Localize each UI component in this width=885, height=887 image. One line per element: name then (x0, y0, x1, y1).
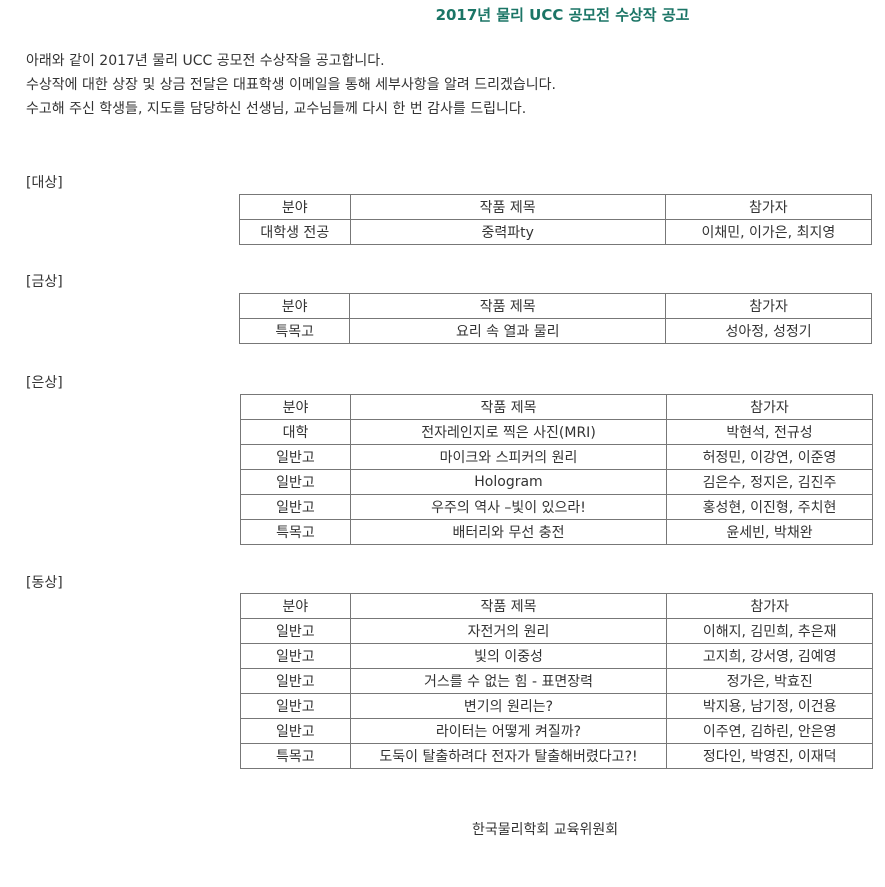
participants-cell: 홍성현, 이진형, 주치현 (666, 494, 873, 520)
intro-line: 아래와 같이 2017년 물리 UCC 공모전 수상작을 공고합니다. (26, 53, 385, 69)
column-header: 작품 제목 (349, 293, 667, 319)
field-cell: 일반고 (240, 618, 351, 644)
footer-signature: 한국물리학회 교육위원회 (472, 822, 619, 838)
field-cell: 일반고 (240, 469, 351, 495)
table-row: 일반고 변기의 원리는? 박지용, 남기정, 이건용 (240, 693, 873, 719)
page-title: 2017년 물리 UCC 공모전 수상작 공고 (435, 6, 690, 24)
intro-text: 아래와 같이 2017년 물리 UCC 공모전 수상작을 공고합니다. 수상작에… (26, 49, 556, 121)
title-cell: 자전거의 원리 (349, 618, 668, 644)
column-header: 참가자 (665, 293, 872, 319)
silver-prize-table: 분야 작품 제목 참가자 대학 전자레인지로 찍은 사진(MRI) 박현석, 전규성 일반고… (240, 394, 873, 545)
title-cell: 빛의 이중성 (349, 643, 668, 669)
column-header: 분야 (238, 293, 351, 319)
field-cell: 일반고 (240, 643, 351, 669)
table-row: 대학생 전공 중력파ty 이채민, 이가은, 최지영 (239, 219, 873, 245)
field-cell: 일반고 (240, 718, 351, 744)
title-cell: 요리 속 열과 물리 (349, 318, 667, 344)
table-row: 일반고 거스를 수 없는 힘 - 표면장력 정가은, 박효진 (240, 668, 873, 694)
intro-line: 수상작에 대한 상장 및 상금 전달은 대표학생 이메일을 통해 세부사항을 알… (26, 77, 556, 93)
grand-prize-label: [대상] (26, 175, 63, 191)
title-cell: 우주의 역사 –빛이 있으라! (350, 494, 667, 520)
silver-prize-label: [은상] (26, 375, 63, 391)
table-row: 일반고 Hologram 김은수, 정지은, 김진주 (240, 469, 873, 495)
table-header-row: 분야 작품 제목 참가자 (239, 194, 873, 220)
participants-cell: 박지용, 남기정, 이건용 (666, 693, 873, 719)
table-row: 일반고 마이크와 스피커의 원리 허정민, 이강연, 이준영 (240, 444, 873, 470)
table-row: 특목고 도둑이 탈출하려다 전자가 탈출해버렸다고?! 정다인, 박영진, 이재덕 (240, 743, 873, 769)
gold-prize-table: 분야 작품 제목 참가자 특목고 요리 속 열과 물리 성아정, 성정기 (238, 293, 872, 344)
field-cell: 일반고 (240, 668, 351, 694)
title-cell: 중력파ty (349, 219, 666, 245)
title-cell: 마이크와 스피커의 원리 (350, 444, 667, 470)
column-header: 작품 제목 (349, 194, 666, 220)
title-cell: 도둑이 탈출하려다 전자가 탈출해버렸다고?! (349, 743, 668, 769)
table-header-row: 분야 작품 제목 참가자 (240, 394, 873, 420)
gold-prize-label: [금상] (26, 274, 63, 290)
participants-cell: 이주연, 김하린, 안은영 (666, 718, 873, 744)
participants-cell: 허정민, 이강연, 이준영 (666, 444, 873, 470)
table-row: 일반고 빛의 이중성 고지희, 강서영, 김예영 (240, 643, 873, 669)
title-cell: 변기의 원리는? (349, 693, 668, 719)
title-cell: Hologram (350, 469, 667, 495)
field-cell: 특목고 (240, 519, 351, 545)
table-row: 일반고 우주의 역사 –빛이 있으라! 홍성현, 이진형, 주치현 (240, 494, 873, 520)
table-row: 대학 전자레인지로 찍은 사진(MRI) 박현석, 전규성 (240, 419, 873, 445)
table-header-row: 분야 작품 제목 참가자 (238, 293, 872, 319)
participants-cell: 정다인, 박영진, 이재덕 (666, 743, 873, 769)
column-header: 작품 제목 (349, 593, 668, 619)
column-header: 분야 (240, 394, 351, 420)
field-cell: 일반고 (240, 444, 351, 470)
table-row: 특목고 배터리와 무선 충전 윤세빈, 박채완 (240, 519, 873, 545)
bronze-prize-table: 분야 작품 제목 참가자 일반고 자전거의 원리 이해지, 김민희, 추은재 일반고 빛의 이… (240, 593, 873, 769)
table-row: 특목고 요리 속 열과 물리 성아정, 성정기 (238, 318, 872, 344)
field-cell: 대학 (240, 419, 351, 445)
column-header: 분야 (240, 593, 351, 619)
grand-prize-table: 분야 작품 제목 참가자 대학생 전공 중력파ty 이채민, 이가은, 최지영 (239, 194, 873, 245)
field-cell: 일반고 (240, 494, 351, 520)
participants-cell: 고지희, 강서영, 김예영 (666, 643, 873, 669)
field-cell: 특목고 (240, 743, 351, 769)
participants-cell: 박현석, 전규성 (666, 419, 873, 445)
participants-cell: 이채민, 이가은, 최지영 (664, 219, 873, 245)
title-cell: 라이터는 어떻게 켜질까? (349, 718, 668, 744)
participants-cell: 김은수, 정지은, 김진주 (666, 469, 873, 495)
field-cell: 특목고 (238, 318, 351, 344)
table-row: 일반고 자전거의 원리 이해지, 김민희, 추은재 (240, 618, 873, 644)
title-cell: 배터리와 무선 충전 (350, 519, 667, 545)
title-cell: 전자레인지로 찍은 사진(MRI) (350, 419, 667, 445)
column-header: 작품 제목 (350, 394, 667, 420)
title-cell: 거스를 수 없는 힘 - 표면장력 (349, 668, 668, 694)
participants-cell: 윤세빈, 박채완 (666, 519, 873, 545)
field-cell: 대학생 전공 (239, 219, 351, 245)
bronze-prize-label: [동상] (26, 575, 63, 591)
column-header: 참가자 (664, 194, 873, 220)
intro-line: 수고해 주신 학생들, 지도를 담당하신 선생님, 교수님들께 다시 한 번 감… (26, 101, 527, 117)
column-header: 참가자 (666, 593, 873, 619)
participants-cell: 이해지, 김민희, 추은재 (666, 618, 873, 644)
participants-cell: 정가은, 박효진 (666, 668, 873, 694)
column-header: 참가자 (666, 394, 873, 420)
table-row: 일반고 라이터는 어떻게 켜질까? 이주연, 김하린, 안은영 (240, 718, 873, 744)
field-cell: 일반고 (240, 693, 351, 719)
column-header: 분야 (239, 194, 351, 220)
participants-cell: 성아정, 성정기 (665, 318, 872, 344)
table-header-row: 분야 작품 제목 참가자 (240, 593, 873, 619)
